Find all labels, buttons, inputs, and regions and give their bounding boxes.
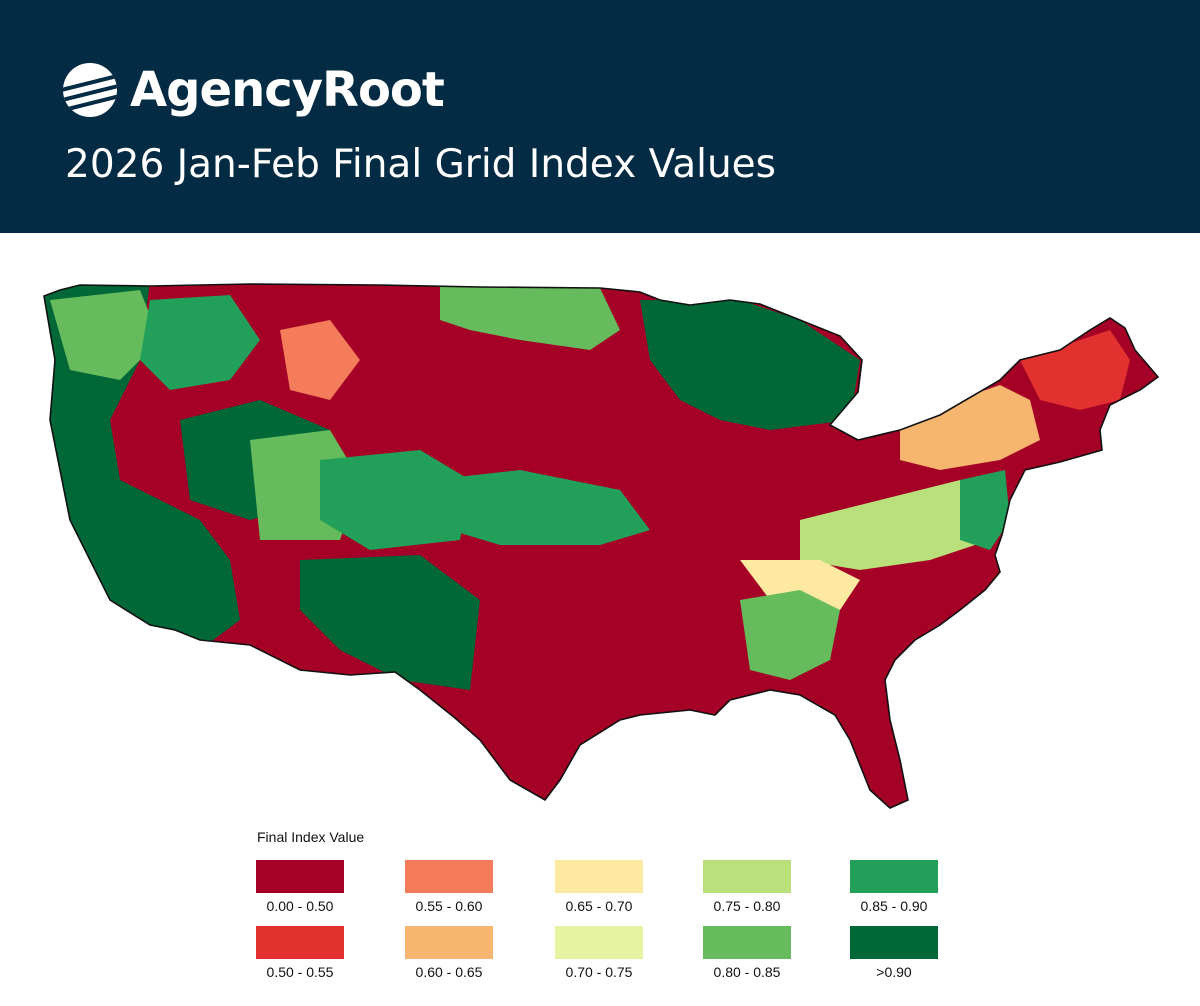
northern-rockies-region [140,295,260,390]
legend-swatch [850,926,938,959]
legend-label: 0.70 - 0.75 [565,964,633,980]
agencyroot-logo: AgencyRoot [62,62,445,118]
colorado-region [320,450,470,550]
legend-swatch [256,860,344,893]
legend-swatch [256,926,344,959]
grid-index-map [43,283,1159,809]
header-banner: AgencyRoot 2026 Jan-Feb Final Grid Index… [0,0,1200,233]
mid-atlantic-region [960,470,1010,550]
alabama-georgia-region [740,590,840,680]
legend-label: 0.55 - 0.60 [415,898,483,914]
central-plains-region [430,470,650,545]
legend-swatch [405,860,493,893]
page-title: 2026 Jan-Feb Final Grid Index Values [65,142,776,187]
arizona-new-mexico-region [300,555,480,690]
legend-title: Final Index Value [257,829,365,845]
legend-swatch [850,860,938,893]
wyoming-region [280,320,360,400]
legend-swatch [555,926,643,959]
legend-label: >0.90 [876,964,912,980]
legend-swatch [555,860,643,893]
legend-label: 0.65 - 0.70 [565,898,633,914]
legend-label: 0.80 - 0.85 [713,964,781,980]
brand-name: AgencyRoot [130,62,445,118]
appalachia-region [800,480,1000,570]
legend-swatch [405,926,493,959]
northeast-mix-region [900,385,1040,470]
upper-great-lakes-region [640,300,860,430]
legend-label: 0.60 - 0.65 [415,964,483,980]
legend-label: 0.75 - 0.80 [713,898,781,914]
legend-swatch [703,860,791,893]
globe-logo-icon [63,63,117,117]
legend-label: 0.50 - 0.55 [266,964,334,980]
legend-label: 0.00 - 0.50 [266,898,334,914]
oregon-mix-region [50,290,160,380]
dakotas-region [440,285,620,350]
new-england-region [1020,330,1130,410]
legend-label: 0.85 - 0.90 [860,898,928,914]
legend-swatch [703,926,791,959]
